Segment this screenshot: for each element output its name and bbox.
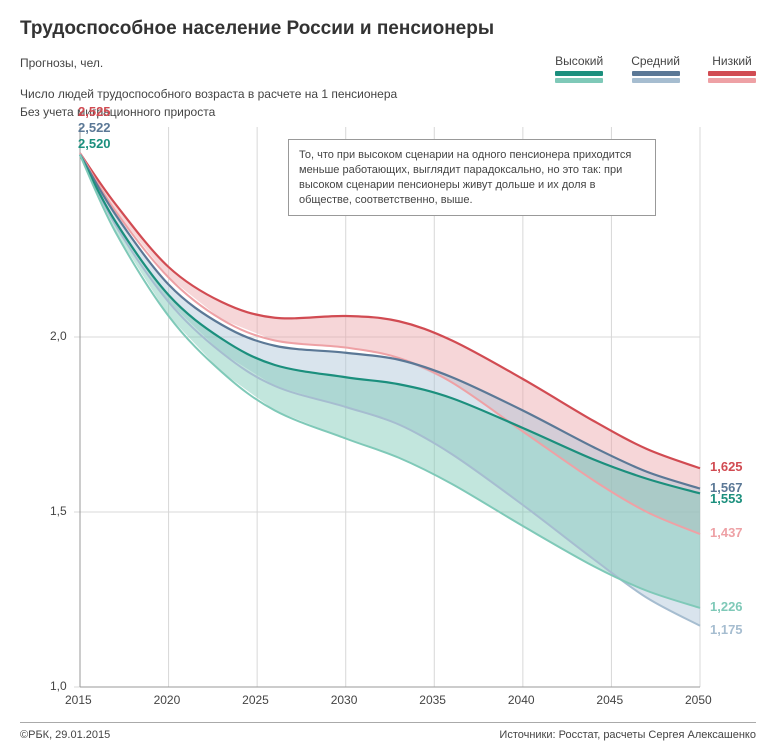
swatch-mid-light	[632, 78, 680, 83]
swatch-low-light	[708, 78, 756, 83]
x-tick-label: 2025	[242, 693, 269, 707]
y-tick-label: 1,5	[50, 504, 67, 518]
subhead-2: Число людей трудоспособного возраста в р…	[20, 85, 756, 103]
legend-label-mid: Средний	[631, 54, 680, 68]
y-tick-label: 1,0	[50, 679, 67, 693]
subhead-1: Прогнозы, чел.	[20, 54, 555, 72]
end-value-label: 1,625	[710, 459, 743, 474]
x-tick-label: 2040	[508, 693, 535, 707]
legend-right: Высокий Средний Низкий	[555, 54, 756, 83]
swatch-high-dark	[555, 71, 603, 76]
chart-area: То, что при высоком сценарии на одного п…	[20, 127, 756, 732]
footer-right: Источники: Росстат, расчеты Сергея Алекс…	[499, 729, 756, 741]
swatch-low-dark	[708, 71, 756, 76]
chart-svg	[20, 127, 770, 727]
x-tick-label: 2020	[154, 693, 181, 707]
footer-left: ©РБК, 29.01.2015	[20, 729, 110, 741]
x-tick-label: 2050	[685, 693, 712, 707]
end-value-label: 1,553	[710, 491, 743, 506]
subhead-3: Без учета миграционного прироста	[20, 103, 756, 121]
note-box: То, что при высоком сценарии на одного п…	[288, 139, 656, 216]
start-value-label: 2,522	[78, 120, 111, 135]
legend-label-low: Низкий	[712, 54, 752, 68]
start-value-label: 2,525	[78, 104, 111, 119]
end-value-label: 1,175	[710, 622, 743, 637]
start-value-label: 2,520	[78, 136, 111, 151]
swatch-high-light	[555, 78, 603, 83]
legend-label-high: Высокий	[555, 54, 603, 68]
legend-item-mid: Средний	[631, 54, 680, 83]
x-tick-label: 2035	[419, 693, 446, 707]
footer: ©РБК, 29.01.2015 Источники: Росстат, рас…	[20, 722, 756, 741]
x-tick-label: 2015	[65, 693, 92, 707]
legend-item-low: Низкий	[708, 54, 756, 83]
chart-title: Трудоспособное население России и пенсио…	[20, 18, 756, 40]
legend-row: Прогнозы, чел. Высокий Средний Низкий	[20, 54, 756, 83]
swatch-mid-dark	[632, 71, 680, 76]
x-tick-label: 2030	[331, 693, 358, 707]
legend-item-high: Высокий	[555, 54, 603, 83]
end-value-label: 1,226	[710, 599, 743, 614]
end-value-label: 1,437	[710, 525, 743, 540]
x-tick-label: 2045	[596, 693, 623, 707]
y-tick-label: 2,0	[50, 329, 67, 343]
